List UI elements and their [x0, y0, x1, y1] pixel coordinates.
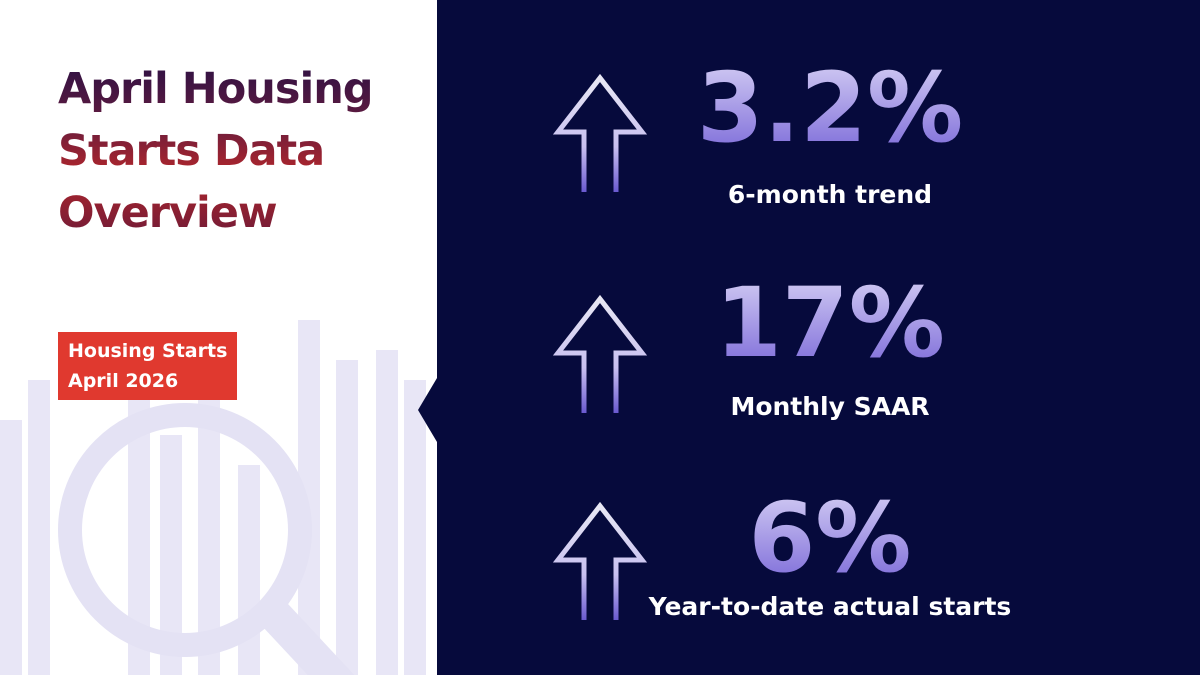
- arrow-up: [552, 73, 648, 192]
- tag-line: April 2026: [68, 370, 179, 392]
- stat-label: 6-month trend: [727, 180, 933, 209]
- stat-label: Year-to-date actual starts: [648, 592, 1012, 621]
- tag: Housing Starts April 2026: [58, 332, 238, 400]
- arrows: [552, 73, 648, 620]
- magnifier-handle: [262, 603, 355, 675]
- tag-line: Housing Starts: [68, 340, 228, 362]
- title: April Housing Starts Data Overview: [58, 58, 378, 244]
- magnifier: [58, 403, 312, 657]
- stat-value: 3.2%: [580, 58, 1080, 158]
- bars-background: [0, 320, 426, 675]
- arrow-up: [552, 294, 648, 413]
- stat-value: 17%: [580, 273, 1080, 373]
- stat-value: 6%: [580, 488, 1080, 588]
- arrow-up: [552, 501, 648, 620]
- notch: [418, 378, 437, 442]
- stat-label: Monthly SAAR: [730, 392, 930, 421]
